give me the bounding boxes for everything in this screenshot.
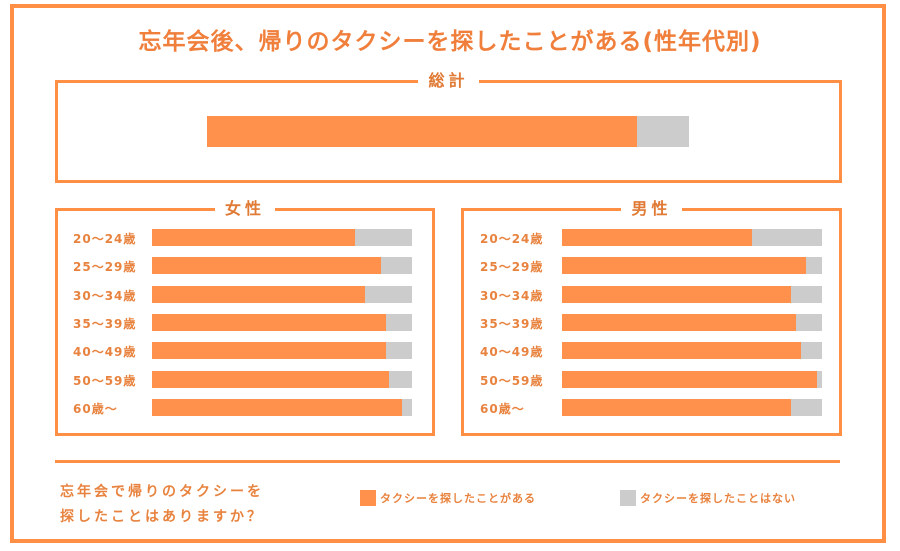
male-bar-no xyxy=(790,285,822,303)
question-line-1: 忘年会で帰りのタクシーを xyxy=(60,484,264,500)
female-bar-no xyxy=(386,342,412,360)
panel-total: 総計 xyxy=(55,71,842,183)
male-row-label: 25〜29歳 xyxy=(480,260,544,275)
male-bar-yes xyxy=(562,313,796,331)
male-bar-no xyxy=(790,398,822,416)
female-bar-yes xyxy=(152,285,366,303)
legend-swatch-no xyxy=(620,490,636,506)
female-row-label: 35〜39歳 xyxy=(73,316,137,331)
legend-label-yes: タクシーを探したことがある xyxy=(380,492,536,505)
legend-label-no: タクシーを探したことはない xyxy=(640,492,796,505)
female-bar-yes xyxy=(152,257,381,275)
panel-female: 女性 xyxy=(55,199,435,436)
legend-swatch-yes xyxy=(360,490,376,506)
legend-item-yes: タクシーを探したことがある xyxy=(360,490,536,506)
female-bar-no xyxy=(354,229,412,246)
female-row-label: 25〜29歳 xyxy=(73,260,137,275)
total-bar-yes xyxy=(207,116,638,147)
female-bar-yes xyxy=(152,229,355,246)
male-bar-yes xyxy=(562,370,817,388)
chart-title: 忘年会後、帰りのタクシーを探したことがある(性年代別) xyxy=(138,29,762,55)
female-bar-no xyxy=(386,313,412,331)
male-bar-no xyxy=(801,342,822,360)
panel-female-title: 女性 xyxy=(214,199,275,218)
female-bar-yes xyxy=(152,313,386,331)
male-bar-yes xyxy=(562,229,752,246)
question-text: 忘年会で帰りのタクシーを 探したことはありますか？ xyxy=(60,480,264,530)
male-bar-yes xyxy=(562,285,791,303)
divider xyxy=(55,460,840,463)
male-row-label: 20〜24歳 xyxy=(480,232,544,246)
male-row-label: 30〜34歳 xyxy=(480,288,544,303)
female-row-label: 40〜49歳 xyxy=(73,345,137,360)
male-row-label: 50〜59歳 xyxy=(480,373,544,388)
female-bar-yes xyxy=(152,342,386,360)
female-bar-yes xyxy=(152,398,402,416)
male-bar-no xyxy=(796,313,822,331)
female-bar-yes xyxy=(152,370,389,388)
panel-total-title: 総計 xyxy=(418,71,479,90)
female-row-label: 60歳〜 xyxy=(73,401,118,416)
female-bar-no xyxy=(401,398,412,416)
male-row-label: 60歳〜 xyxy=(480,401,525,416)
male-bar-no xyxy=(816,370,822,388)
male-bar-yes xyxy=(562,342,802,360)
panel-total-title-wrap: 総計 xyxy=(58,71,839,91)
female-row-label: 50〜59歳 xyxy=(73,373,137,388)
panel-male-title-wrap: 男性 xyxy=(464,199,839,219)
male-row-label: 40〜49歳 xyxy=(480,345,544,360)
female-bar-no xyxy=(388,370,412,388)
male-bar-no xyxy=(806,257,822,275)
female-row-label: 30〜34歳 xyxy=(73,288,137,303)
male-row-label: 35〜39歳 xyxy=(480,316,544,331)
male-bar-yes xyxy=(562,257,807,275)
female-bar-no xyxy=(380,257,412,275)
panel-male-title: 男性 xyxy=(621,199,682,218)
total-bar-no xyxy=(637,116,689,147)
panel-male: 男性 xyxy=(461,199,842,436)
male-bar-no xyxy=(751,229,822,246)
male-bar-yes xyxy=(562,398,791,416)
female-row-label: 20〜24歳 xyxy=(73,232,137,246)
outer-frame xyxy=(10,4,886,543)
female-bar-no xyxy=(365,285,412,303)
panel-female-title-wrap: 女性 xyxy=(58,199,432,219)
legend-item-no: タクシーを探したことはない xyxy=(620,490,796,506)
question-line-2: 探したことはありますか？ xyxy=(60,509,264,525)
